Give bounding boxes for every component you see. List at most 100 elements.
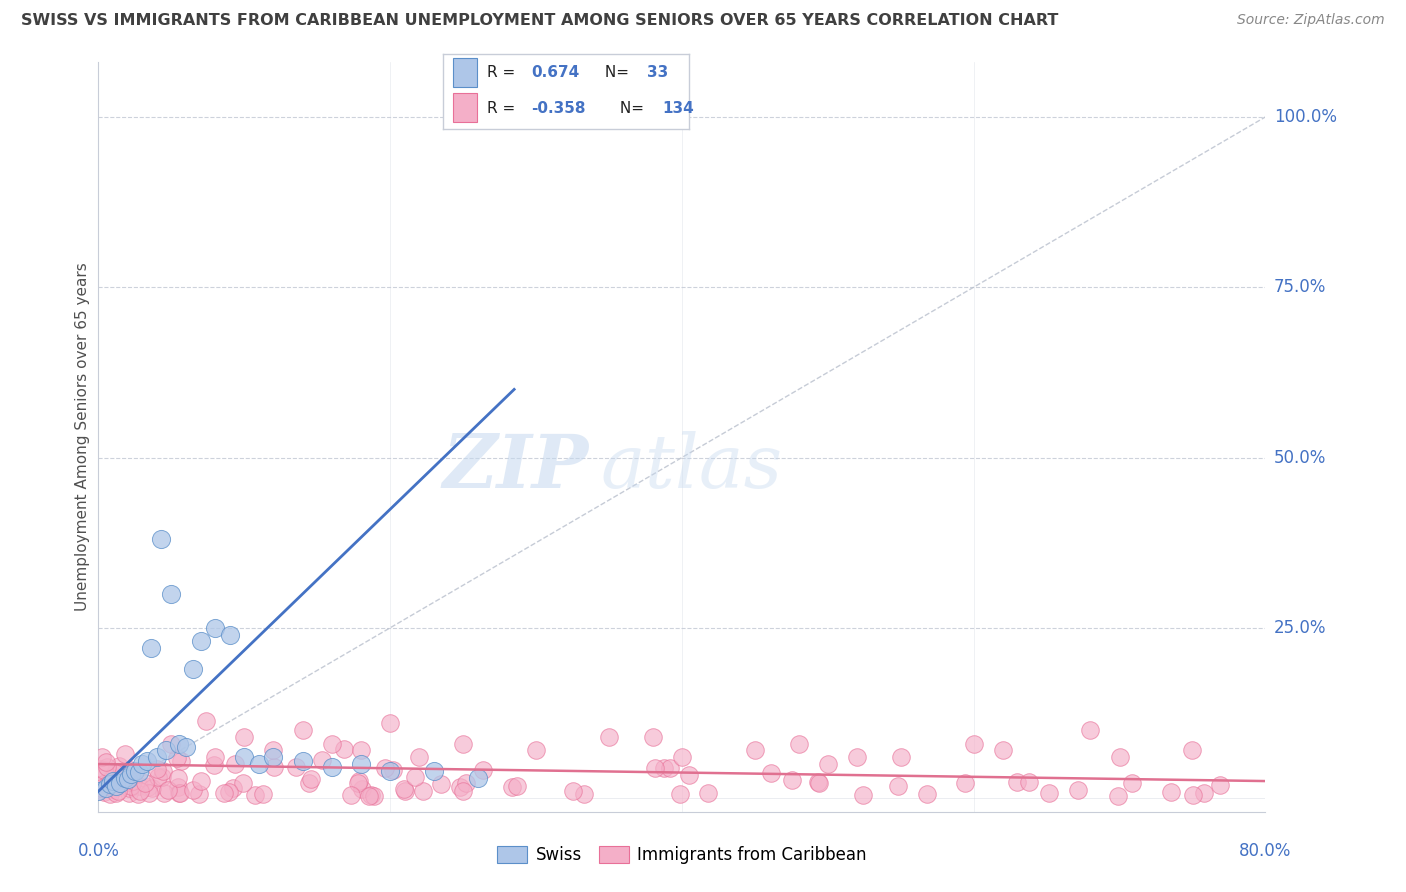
Point [233,730,256,744]
Point [744,743,766,757]
Text: Source: ZipAtlas.com: Source: ZipAtlas.com [1237,13,1385,28]
Point [204,750,226,764]
Point [1181,743,1204,757]
Point [291,754,314,768]
Point [110,776,132,790]
Point [190,773,212,788]
Point [169,785,191,799]
Point [1067,783,1090,797]
Point [991,743,1014,757]
Point [262,743,284,757]
Point [671,750,693,764]
Point [453,784,475,798]
Point [467,771,489,785]
Point [1209,778,1232,792]
Point [188,787,211,801]
Point [247,757,270,772]
Point [1182,788,1205,802]
Point [299,772,322,787]
Point [190,634,212,648]
Point [252,787,274,801]
Point [202,757,225,772]
Point [156,783,179,797]
Point [195,714,218,728]
Point [243,788,266,802]
Text: 50.0%: 50.0% [1274,449,1326,467]
Point [120,763,142,777]
Point [284,759,307,773]
Point [160,587,183,601]
Point [104,766,127,780]
Point [131,757,153,772]
Point [759,765,782,780]
Text: R =: R = [486,65,520,80]
Point [1160,785,1182,799]
Point [263,760,285,774]
Point [953,775,976,789]
Point [574,787,596,801]
Point [96,760,118,774]
Point [429,777,451,791]
Point [1107,789,1129,803]
Text: 80.0%: 80.0% [1239,842,1292,860]
Point [134,776,156,790]
Point [94,780,117,795]
Point [291,723,314,737]
Legend: Swiss, Immigrants from Caribbean: Swiss, Immigrants from Caribbean [491,839,873,871]
Point [1080,723,1102,737]
Point [392,781,415,796]
Point [404,771,426,785]
Text: 0.0%: 0.0% [77,842,120,860]
Point [668,787,690,801]
Point [218,785,240,799]
Point [91,777,114,791]
Point [506,779,529,793]
Text: -0.358: -0.358 [531,101,586,116]
Point [808,776,831,790]
Point [363,789,385,803]
Point [114,771,136,785]
Point [150,533,173,547]
Point [374,761,396,775]
Point [1018,774,1040,789]
Point [817,757,839,772]
Point [218,627,240,641]
Point [224,757,246,772]
Point [347,773,370,788]
Point [167,786,190,800]
Point [167,737,190,751]
Point [103,774,125,789]
Point [1192,786,1215,800]
Text: 75.0%: 75.0% [1274,278,1326,296]
Point [155,743,177,757]
Text: 25.0%: 25.0% [1274,619,1326,637]
Point [1108,750,1130,764]
Point [1005,775,1028,789]
Text: ZIP: ZIP [443,431,589,503]
Point [890,750,912,764]
Point [93,785,115,799]
Point [340,788,363,802]
Point [124,764,146,778]
Point [333,742,356,756]
Point [357,789,380,803]
Text: SWISS VS IMMIGRANTS FROM CARIBBEAN UNEMPLOYMENT AMONG SENIORS OVER 65 YEARS CORR: SWISS VS IMMIGRANTS FROM CARIBBEAN UNEMP… [21,13,1059,29]
Point [659,761,682,775]
Point [598,730,620,744]
Point [89,763,111,777]
Point [501,780,523,794]
Point [104,779,127,793]
Point [167,771,190,785]
Point [93,764,115,778]
Point [408,750,430,764]
Point [174,739,197,754]
Point [382,763,405,777]
Point [98,787,121,801]
FancyBboxPatch shape [453,58,478,87]
Point [120,779,142,793]
Point [456,776,478,790]
Point [380,716,402,731]
Point [233,750,256,764]
Point [350,757,373,772]
Point [150,771,173,785]
